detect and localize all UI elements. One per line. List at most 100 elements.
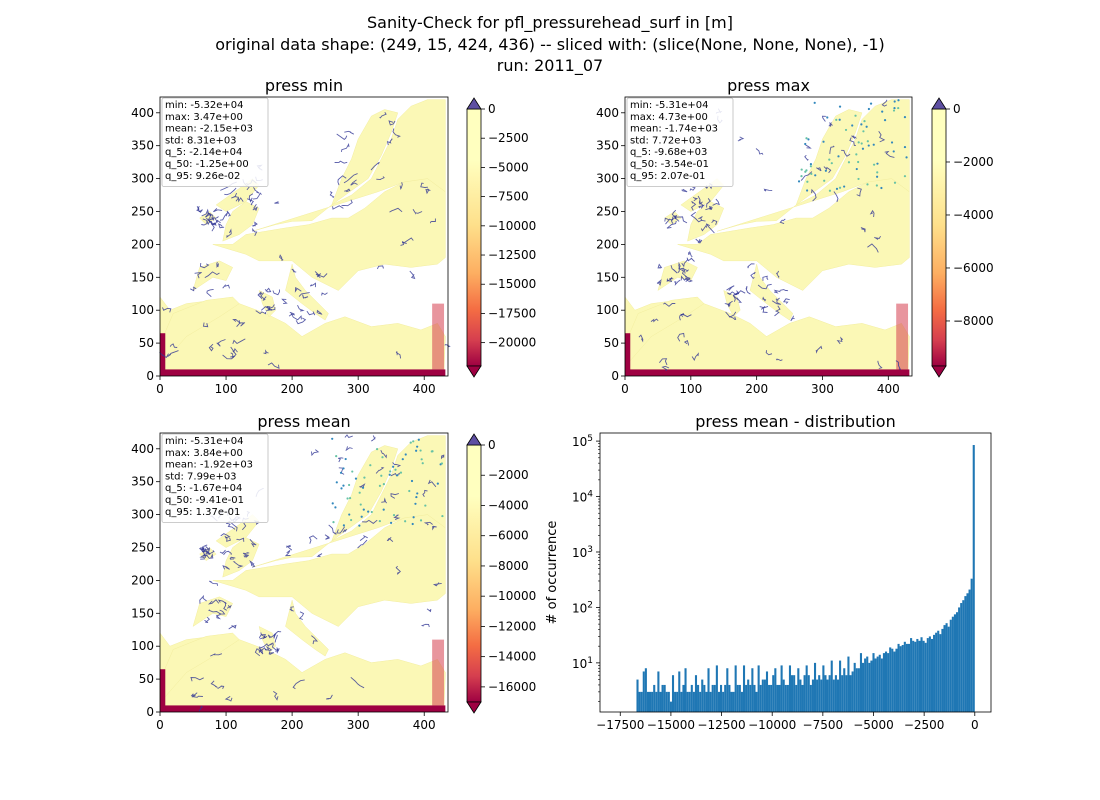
histogram-bar	[734, 665, 737, 712]
histogram-bar	[753, 684, 756, 712]
map-2-stats-line: q_50: -9.41e-01	[165, 495, 244, 506]
map-1-river	[656, 279, 662, 286]
histogram-bar	[709, 691, 712, 712]
map-1-wet-pixel	[903, 145, 907, 149]
map-1-wet-pixel	[872, 143, 875, 146]
histogram-bar	[939, 634, 942, 712]
map-1-river	[726, 285, 735, 291]
map-0-river	[420, 182, 428, 188]
map-2-river	[311, 449, 320, 457]
map-2-stats-line: mean: -1.92e+03	[165, 460, 253, 471]
map-2-river	[350, 676, 365, 689]
map-2-wet-pixel	[416, 492, 419, 495]
map-2-river	[380, 450, 387, 459]
map-0-river	[337, 175, 347, 186]
map-1-wet-pixel	[809, 165, 812, 168]
map-1-wet-pixel	[857, 141, 860, 144]
histogram-bar	[669, 701, 672, 712]
map-0-x-tick-label: 300	[347, 382, 370, 396]
map-1-wet-pixel	[860, 142, 863, 145]
map-1-river	[762, 275, 769, 281]
map-2-wet-pixel	[359, 503, 362, 506]
map-2-river	[210, 680, 218, 688]
map-1-title: press max	[727, 76, 810, 95]
map-2-wet-pixel	[335, 454, 338, 458]
map-2-wet-pixel	[342, 467, 345, 470]
map-1-river	[881, 99, 888, 107]
histogram-bar	[847, 656, 850, 712]
map-2-land-region	[163, 632, 240, 700]
histogram-bar	[690, 684, 693, 712]
colorbar-0-tick-label: −10000	[488, 219, 536, 233]
map-2-land-region	[258, 625, 276, 654]
histogram-bar	[703, 684, 706, 712]
map-2-river	[395, 565, 401, 575]
histogram-bar	[740, 691, 743, 712]
map-0-river	[315, 273, 328, 279]
map-1-river	[705, 206, 712, 211]
map-2-x-tick-label: 100	[215, 718, 238, 732]
map-2-wet-pixel	[378, 519, 381, 523]
histogram-bar	[820, 679, 823, 712]
map-1-wet-pixel	[837, 155, 840, 158]
map-0-river	[336, 133, 348, 140]
map-0-river	[213, 208, 223, 213]
map-0-river	[232, 338, 246, 345]
colorbar-0-tick-label: −2500	[488, 131, 529, 145]
map-1-wet-pixel	[905, 156, 908, 159]
map-2-wet-pixel	[335, 481, 338, 484]
map-1-river	[895, 360, 902, 370]
histogram-bar	[745, 684, 748, 712]
map-1-river	[750, 271, 756, 280]
map-0-river	[216, 339, 226, 347]
colorbar-0-tick-label: −17500	[488, 306, 536, 320]
map-2-wet-pixel	[419, 449, 422, 452]
histogram-bar	[713, 684, 716, 712]
map-2-river	[227, 604, 232, 609]
histogram-bar	[797, 668, 800, 712]
map-0-river	[379, 111, 387, 119]
histogram-bar	[816, 679, 819, 712]
histogram-x-tick-label: −7500	[803, 718, 844, 732]
histogram-bar	[945, 623, 948, 712]
histogram-bar	[659, 691, 662, 712]
map-2-plot-area	[159, 434, 446, 712]
map-2-wet-pixel	[346, 497, 349, 500]
map-0-river	[162, 307, 172, 313]
map-1-wet-pixel	[857, 177, 860, 181]
map-1-river	[782, 298, 790, 304]
histogram-bar	[717, 691, 721, 712]
map-2-river	[201, 546, 205, 553]
histogram-bar	[872, 653, 875, 712]
map-1-land-region	[657, 260, 698, 292]
histogram-bar	[901, 645, 904, 712]
histogram-bar	[920, 637, 923, 712]
map-0-river	[257, 291, 263, 300]
histogram-bar	[899, 646, 902, 712]
map-0-river	[302, 294, 309, 299]
histogram-bar	[805, 665, 808, 712]
histogram-title: press mean - distribution	[695, 412, 895, 431]
map-2-wet-pixel	[381, 456, 384, 459]
histogram-bar	[648, 691, 652, 712]
map-2-wet-pixel	[404, 520, 407, 523]
histogram-bar	[930, 638, 934, 712]
map-0-river	[389, 207, 403, 213]
histogram-bar	[742, 665, 746, 712]
map-1-river	[836, 336, 844, 345]
histogram-bar	[801, 684, 804, 712]
map-2-wet-pixel	[408, 489, 411, 493]
map-0-river	[314, 271, 322, 278]
histogram-bar	[644, 668, 647, 712]
map-2-wet-pixel	[410, 479, 414, 483]
map-1-wet-pixel	[892, 150, 895, 153]
map-1-river	[678, 261, 681, 270]
map-1-stats-line: max: 4.73e+00	[630, 112, 708, 123]
map-1-wet-pixel	[897, 106, 900, 110]
map-2-wet-pixel	[370, 510, 373, 514]
map-2-river	[258, 634, 268, 640]
map-1-wet-pixel	[838, 118, 841, 121]
histogram-bar	[857, 668, 860, 712]
map-0-y-tick-label: 100	[131, 303, 154, 317]
map-1-river	[670, 216, 680, 224]
